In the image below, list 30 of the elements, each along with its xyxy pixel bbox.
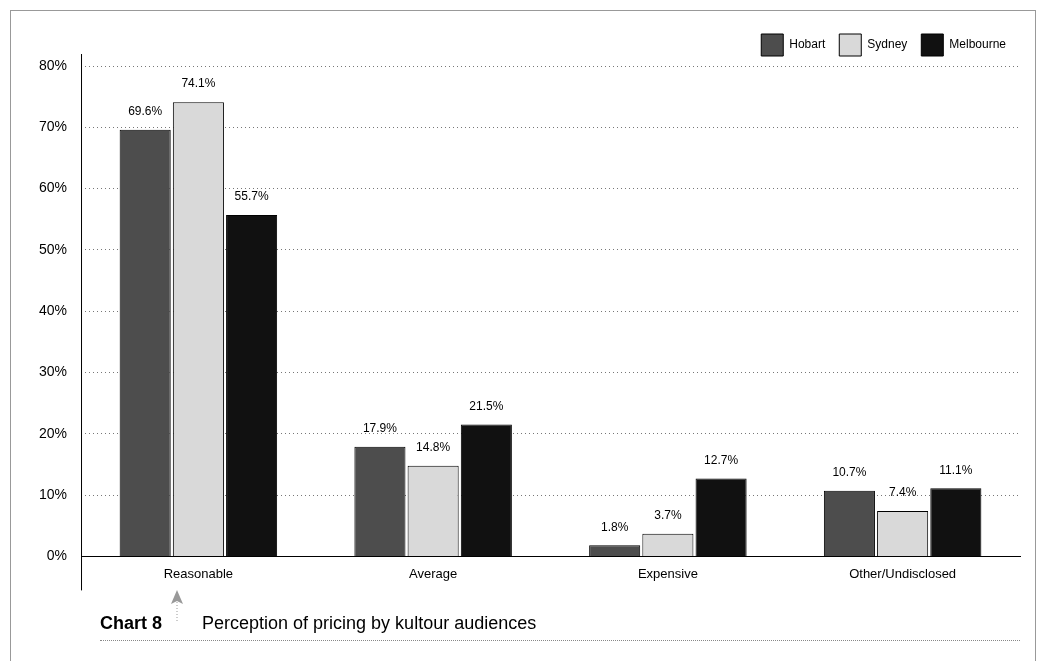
data-label: 10.7% [832, 465, 867, 480]
data-label: 55.7% [234, 189, 269, 204]
data-label: 1.8% [600, 519, 629, 534]
x-tick-label: Average [409, 565, 458, 581]
data-label: 11.1% [939, 462, 973, 477]
y-tick-label: 20% [38, 424, 68, 441]
y-tick-label: 70% [38, 118, 68, 135]
data-label: 17.9% [362, 420, 398, 435]
text: Perception of pricing by kultour audiences [202, 612, 537, 634]
legend-label: Hobart [789, 37, 826, 52]
y-tick-label: 30% [38, 363, 68, 380]
y-tick-label: 10% [38, 485, 68, 502]
data-label: 14.8% [416, 439, 451, 454]
data-label: 3.7% [654, 508, 682, 523]
legend-label: Melbourne [949, 37, 1007, 52]
text: Chart 8 [100, 612, 163, 634]
y-tick-label: 0% [46, 547, 68, 564]
x-tick-label: Other/Undisclosed [849, 565, 957, 581]
legend-label: Sydney [867, 37, 908, 52]
x-tick-label: Reasonable [163, 565, 234, 581]
data-label: 7.4% [888, 485, 917, 500]
data-label: 21.5% [469, 398, 504, 413]
y-tick-label: 60% [38, 179, 68, 196]
y-tick-label: 50% [38, 240, 68, 257]
data-label: 12.7% [704, 452, 739, 467]
y-tick-label: 40% [38, 302, 68, 319]
data-label: 69.6% [128, 104, 163, 119]
y-tick-label: 80% [38, 56, 68, 73]
x-tick-label: Expensive [637, 565, 698, 581]
data-label: 74.1% [181, 76, 216, 91]
